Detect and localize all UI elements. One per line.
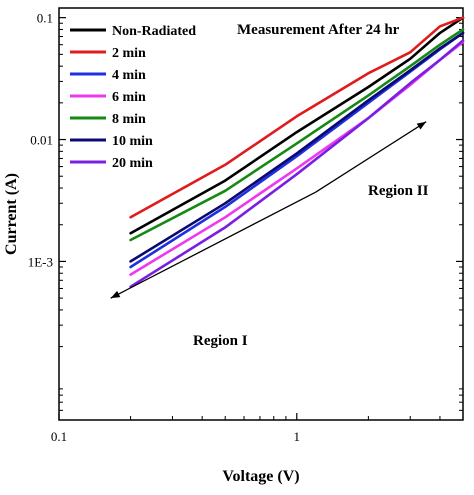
y-tick-label: 0.01 xyxy=(30,133,53,148)
region-i-arrow xyxy=(110,191,316,299)
series-line-4 xyxy=(129,28,465,242)
y-axis-title: Current (A) xyxy=(3,173,20,255)
y-tick-label: 1E-3 xyxy=(28,254,53,269)
region-i-label: Region I xyxy=(193,333,248,349)
legend-label: 6 min xyxy=(112,90,146,105)
legend-label: Non-Radiated xyxy=(112,24,196,39)
axis-ticks: 0.1 1 1E-3 0.01 0.1 xyxy=(28,11,463,444)
y-tick-label: 0.1 xyxy=(37,11,53,26)
series-layer xyxy=(129,16,465,289)
legend: Non-Radiated 2 min 4 min 6 min 8 min 10 min 20… xyxy=(70,24,196,171)
plot-frame xyxy=(58,7,464,421)
annotation-layer: Measurement After 24 hr Region II Region I xyxy=(110,22,429,349)
region-ii-arrow xyxy=(315,121,427,193)
legend-label: 10 min xyxy=(112,134,153,149)
series-line-6 xyxy=(129,39,465,289)
x-tick-label: 0.1 xyxy=(51,429,67,444)
series-line-3 xyxy=(129,40,465,276)
series-line-5 xyxy=(129,31,465,263)
legend-label: 4 min xyxy=(112,68,146,83)
series-line-0 xyxy=(129,16,465,235)
legend-label: 20 min xyxy=(112,156,153,171)
region-ii-label: Region II xyxy=(368,183,429,199)
x-axis-title: Voltage (V) xyxy=(222,468,299,485)
measurement-note: Measurement After 24 hr xyxy=(237,22,400,38)
legend-label: 2 min xyxy=(112,46,146,61)
series-line-1 xyxy=(129,16,465,219)
legend-label: 8 min xyxy=(112,112,146,127)
x-tick-label: 1 xyxy=(294,429,301,444)
